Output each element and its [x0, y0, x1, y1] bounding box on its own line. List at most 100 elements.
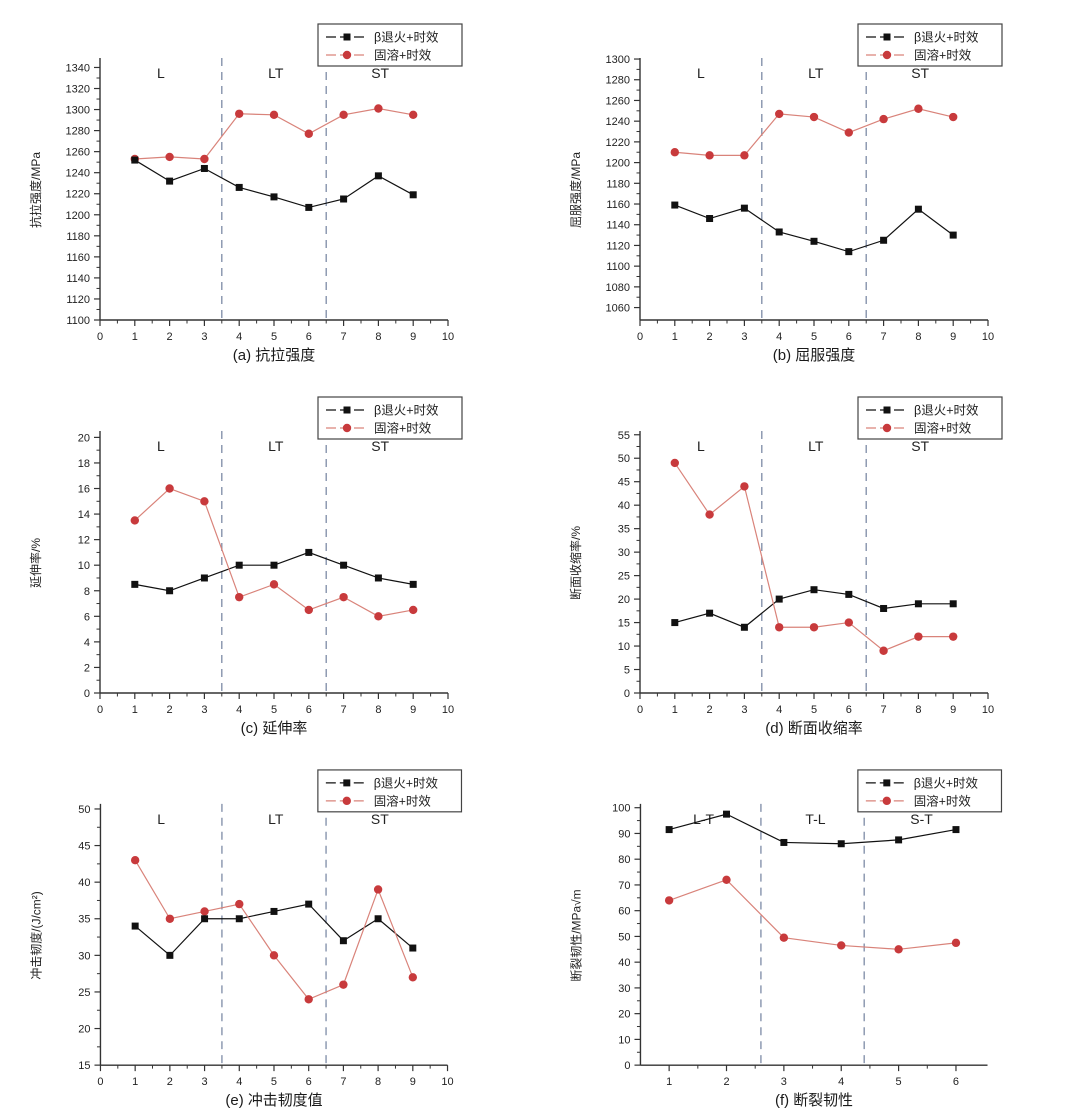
svg-text:20: 20 — [78, 1024, 90, 1036]
svg-text:2: 2 — [167, 704, 173, 716]
svg-text:7: 7 — [341, 704, 347, 716]
svg-text:10: 10 — [982, 331, 994, 343]
panel-caption-b: (b) 屈服强度 — [773, 347, 856, 364]
svg-text:LT: LT — [268, 811, 284, 827]
svg-text:5: 5 — [271, 704, 277, 716]
svg-text:0: 0 — [97, 704, 103, 716]
svg-text:5: 5 — [271, 331, 277, 343]
svg-text:7: 7 — [341, 331, 347, 343]
svg-text:12: 12 — [78, 535, 90, 547]
y-axis-label-d: 断面收缩率/% — [568, 526, 583, 600]
svg-text:1280: 1280 — [66, 126, 90, 138]
svg-text:1280: 1280 — [606, 75, 630, 87]
svg-text:2: 2 — [84, 662, 90, 674]
svg-text:5: 5 — [271, 1076, 277, 1088]
y-axis-label-f: 断裂韧性/MPa√m — [569, 889, 584, 981]
svg-text:1240: 1240 — [66, 168, 90, 180]
svg-text:1: 1 — [132, 704, 138, 716]
svg-text:6: 6 — [846, 331, 852, 343]
panel-e: 15 20 25 30 35 40 45 50 0 1 2 3 4 5 6 7 8 9 10 L LT ST β退火+时效固… — [0, 746, 540, 1118]
svg-text:1: 1 — [666, 1076, 672, 1088]
svg-text:55: 55 — [618, 430, 630, 442]
svg-text:90: 90 — [618, 828, 630, 840]
svg-text:9: 9 — [410, 331, 416, 343]
svg-text:35: 35 — [618, 524, 630, 536]
svg-text:25: 25 — [78, 987, 90, 999]
svg-text:35: 35 — [78, 914, 90, 926]
svg-text:5: 5 — [811, 331, 817, 343]
panel-d: 0 5 10 15 20 25 30 35 40 45 50 55 0 1 2 3 4 5 6 7 8 9 10 L LT ST β… — [540, 373, 1080, 745]
svg-text:10: 10 — [442, 331, 454, 343]
svg-text:L: L — [697, 65, 705, 81]
svg-text:20: 20 — [618, 594, 630, 606]
svg-text:100: 100 — [612, 803, 630, 815]
panel-b: 1060 1080 1100 1120 1140 1160 1180 1200 1220 1240… — [540, 0, 1080, 372]
svg-text:8: 8 — [915, 331, 921, 343]
svg-text:2: 2 — [707, 704, 713, 716]
svg-text:ST: ST — [911, 438, 929, 454]
svg-text:S-T: S-T — [910, 811, 933, 827]
svg-text:15: 15 — [618, 618, 630, 630]
svg-text:9: 9 — [950, 704, 956, 716]
svg-text:LT: LT — [268, 65, 284, 81]
svg-text:6: 6 — [846, 704, 852, 716]
svg-text:固溶+时效: 固溶+时效 — [374, 421, 432, 436]
svg-text:25: 25 — [618, 571, 630, 583]
svg-text:ST: ST — [371, 811, 389, 827]
svg-text:0: 0 — [84, 688, 90, 700]
panel-caption-a: (a) 抗拉强度 — [233, 347, 316, 364]
svg-text:1220: 1220 — [66, 189, 90, 201]
y-axis-label-b: 屈服强度/MPa — [568, 152, 583, 228]
svg-text:LT: LT — [268, 438, 284, 454]
svg-text:β退火+时效: β退火+时效 — [914, 403, 979, 418]
svg-text:4: 4 — [236, 1076, 242, 1088]
svg-text:10: 10 — [618, 1034, 630, 1046]
svg-text:3: 3 — [202, 1076, 208, 1088]
svg-text:1: 1 — [132, 331, 138, 343]
svg-text:3: 3 — [781, 1076, 787, 1088]
svg-text:1: 1 — [672, 331, 678, 343]
panel-caption-c: (c) 延伸率 — [241, 720, 308, 737]
panel-caption-e: (e) 冲击韧度值 — [225, 1092, 322, 1109]
svg-text:ST: ST — [371, 438, 389, 454]
svg-text:30: 30 — [78, 950, 90, 962]
svg-text:1320: 1320 — [66, 84, 90, 96]
svg-text:1140: 1140 — [66, 273, 90, 285]
svg-text:3: 3 — [741, 704, 747, 716]
svg-text:40: 40 — [618, 500, 630, 512]
chart-a: 1100112011401160118012001220124012601280… — [28, 23, 463, 364]
svg-text:1140: 1140 — [606, 220, 630, 232]
svg-text:16: 16 — [78, 484, 90, 496]
svg-text:30: 30 — [618, 547, 630, 559]
svg-text:3: 3 — [201, 704, 207, 716]
svg-text:4: 4 — [838, 1076, 844, 1088]
svg-text:2: 2 — [707, 331, 713, 343]
svg-text:50: 50 — [618, 453, 630, 465]
svg-text:9: 9 — [410, 1076, 416, 1088]
svg-text:0: 0 — [637, 331, 643, 343]
svg-text:10: 10 — [78, 560, 90, 572]
svg-text:2: 2 — [167, 331, 173, 343]
svg-text:50: 50 — [78, 804, 90, 816]
svg-text:70: 70 — [618, 880, 630, 892]
chart-b: 1060108011001120114011601180120012201240… — [568, 23, 1003, 364]
svg-text:7: 7 — [340, 1076, 346, 1088]
svg-text:β退火+时效: β退火+时效 — [914, 775, 979, 790]
svg-text:40: 40 — [618, 957, 630, 969]
svg-text:β退火+时效: β退火+时效 — [914, 30, 979, 45]
svg-text:1100: 1100 — [606, 261, 630, 273]
svg-text:18: 18 — [78, 458, 90, 470]
svg-text:1300: 1300 — [66, 105, 90, 117]
svg-text:20: 20 — [618, 1009, 630, 1021]
svg-text:L: L — [157, 65, 165, 81]
svg-text:1200: 1200 — [66, 210, 90, 222]
svg-text:50: 50 — [618, 931, 630, 943]
svg-text:1240: 1240 — [606, 116, 630, 128]
svg-text:1300: 1300 — [606, 54, 630, 66]
svg-text:1060: 1060 — [606, 303, 630, 315]
svg-text:β退火+时效: β退火+时效 — [374, 775, 439, 790]
